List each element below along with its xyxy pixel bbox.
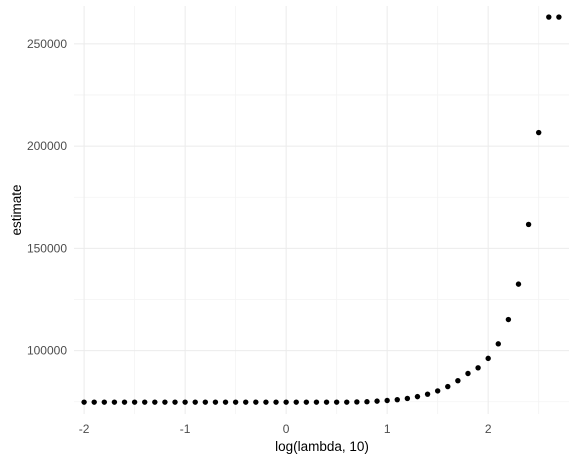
data-point (374, 398, 380, 404)
data-point (445, 383, 451, 390)
y-axis-title: estimate (9, 184, 24, 235)
data-point (515, 281, 522, 287)
data-point (414, 393, 421, 400)
data-point (323, 399, 330, 405)
x-tick-label: 1 (384, 422, 391, 436)
data-point (485, 355, 491, 362)
data-point (142, 399, 148, 405)
data-point (243, 399, 249, 405)
x-axis-ticks: -2 -1 0 1 2 (79, 422, 492, 436)
data-point (344, 399, 350, 405)
data-point (364, 399, 370, 405)
data-point (152, 399, 158, 405)
data-point (303, 399, 310, 405)
data-point (253, 399, 259, 405)
x-tick-label: 0 (283, 422, 290, 436)
x-tick-label: -2 (79, 422, 90, 436)
x-tick-label: 2 (485, 422, 492, 436)
data-point (101, 399, 108, 405)
y-axis-ticks: 100000 150000 200000 250000 (27, 37, 67, 358)
data-point (434, 388, 441, 394)
x-tick-label: -1 (180, 422, 191, 436)
data-point (202, 399, 209, 405)
data-point (232, 399, 239, 405)
data-point (91, 399, 97, 405)
data-point (212, 399, 219, 405)
data-point (404, 395, 411, 402)
data-point (525, 221, 532, 228)
data-point (455, 377, 461, 384)
data-point (293, 399, 299, 405)
data-point (424, 391, 431, 397)
data-point (475, 365, 481, 371)
data-point (263, 399, 269, 405)
data-point (505, 316, 512, 323)
data-point (192, 399, 198, 405)
data-point (172, 399, 178, 405)
data-point (535, 129, 542, 136)
y-tick-label: 250000 (27, 37, 67, 51)
data-point (546, 14, 552, 20)
data-point (222, 399, 229, 405)
y-tick-label: 150000 (27, 241, 67, 255)
data-point (384, 397, 390, 404)
data-point (283, 399, 289, 405)
x-axis-title: log(lambda, 10) (275, 439, 369, 454)
data-point (273, 399, 279, 405)
data-points (81, 14, 562, 405)
y-tick-label: 100000 (27, 344, 67, 358)
y-tick-label: 200000 (27, 139, 67, 153)
grid (74, 6, 569, 414)
data-point (111, 399, 118, 405)
data-point (182, 399, 188, 405)
data-point (162, 399, 168, 405)
data-point (354, 399, 360, 405)
data-point (131, 399, 138, 405)
data-point (465, 370, 471, 377)
data-point (81, 399, 87, 405)
data-point (495, 341, 501, 347)
data-point (394, 396, 400, 403)
data-point (121, 399, 128, 405)
data-point (556, 14, 562, 20)
data-point (313, 399, 320, 405)
data-point (333, 399, 340, 405)
